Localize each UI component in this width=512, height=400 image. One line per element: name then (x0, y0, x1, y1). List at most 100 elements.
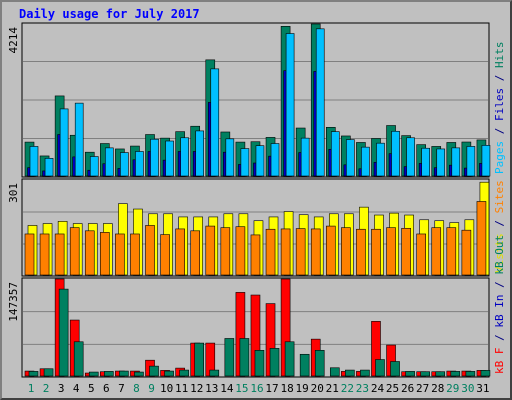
bar-sites-day-6 (100, 232, 110, 276)
x-tick-label: 24 (371, 382, 385, 395)
bar-kbout-day-29 (450, 371, 461, 377)
bar-sites-day-12 (190, 230, 201, 276)
panel-visits: 301 Visits / Sites (7, 178, 506, 277)
bar-sites-day-10 (160, 234, 170, 276)
bar-sites-day-13 (205, 225, 216, 276)
bar-kbout-day-20 (314, 350, 325, 377)
panel-hits-legend-item: Hits (493, 42, 506, 69)
bar-pages-day-4 (74, 102, 84, 177)
x-tick-label: 31 (476, 382, 489, 395)
panel-hits-legend-item: Pages (493, 141, 506, 174)
x-tick-label: 10 (160, 382, 173, 395)
x-tick-label: 13 (205, 382, 218, 395)
x-tick-label: 27 (416, 382, 429, 395)
panel-visits-max-label: 301 (7, 183, 20, 203)
bar-pages-day-18 (285, 33, 295, 177)
bar-pages-day-17 (270, 143, 280, 177)
bar-sites-day-18 (280, 228, 291, 276)
bar-pages-day-29 (451, 147, 461, 177)
bar-sites-day-16 (250, 234, 261, 276)
bar-pages-day-23 (361, 146, 370, 177)
bar-kbout-day-17 (269, 348, 280, 377)
bar-pages-day-11 (180, 137, 189, 177)
bar-sites-day-7 (115, 233, 125, 276)
panel-hits-max-label: 4214 (7, 27, 20, 54)
bar-sites-day-17 (265, 228, 276, 276)
bar-kbout-day-31 (480, 370, 491, 377)
bar-kbout-day-14 (224, 338, 235, 377)
x-tick-label: 5 (88, 382, 95, 395)
x-tick-label: 2 (43, 382, 50, 395)
bar-kbout-day-3 (58, 288, 69, 377)
bar-pages-day-13 (210, 68, 220, 177)
panel-kbytes-legend-item: / (493, 328, 506, 348)
bar-sites-day-21 (325, 225, 336, 276)
bar-kbout-day-25 (390, 361, 400, 377)
panel-hits: 4214 Pages / Files / Hits (7, 22, 506, 178)
bar-pages-day-3 (59, 108, 69, 177)
panel-hits-legend-item: Files (493, 88, 506, 121)
bar-kbout-day-28 (435, 371, 446, 377)
bar-sites-day-8 (130, 233, 140, 276)
bar-sites-day-1 (24, 233, 35, 276)
bar-kbout-day-4 (73, 341, 84, 377)
chart-title: Daily usage for July 2017 (19, 7, 200, 21)
panel-visits-legend: Visits / Sites (493, 180, 506, 273)
bar-pages-day-21 (330, 131, 340, 177)
bar-kbout-day-7 (119, 370, 129, 377)
x-tick-label: 15 (235, 382, 248, 395)
panel-kbytes-legend-item: kB Out (493, 235, 506, 275)
panel-hits-legend-item: / (493, 121, 506, 141)
bar-pages-day-6 (105, 147, 114, 177)
bar-sites-day-3 (54, 233, 65, 276)
bar-pages-day-14 (225, 138, 235, 177)
x-tick-label: 14 (220, 382, 234, 395)
bar-pages-day-9 (150, 138, 159, 177)
bar-kbout-day-27 (420, 371, 430, 377)
bar-kbout-day-18 (284, 341, 295, 377)
bar-sites-day-15 (235, 226, 246, 276)
x-tick-label: 20 (311, 382, 324, 395)
x-axis-day-labels: 1 2 3 4 5 6 7 8 9 10 11 12 13 14 15 16 17 18 19 20 21 22 23 24 2… (28, 382, 490, 395)
bar-kbout-day-12 (194, 342, 205, 377)
chart-panels: 4214 Pages / Files / Hits 301 Visits / Site… (7, 22, 506, 378)
bar-kbout-day-15 (239, 338, 250, 377)
panel-kbytes-legend-item: / (493, 275, 506, 295)
panel-hits-legend: Pages / Files / Hits (493, 42, 506, 175)
bar-kbout-day-19 (299, 353, 310, 377)
panel-kbytes-legend: kB F / kB In / kB Out (493, 235, 506, 374)
bar-pages-day-28 (436, 148, 446, 177)
x-tick-label: 17 (265, 382, 278, 395)
x-tick-label: 28 (431, 382, 444, 395)
bar-pages-day-10 (165, 140, 174, 177)
bar-sites-day-26 (401, 227, 411, 276)
bar-kbout-day-5 (88, 371, 99, 377)
bar-kbout-day-16 (254, 350, 265, 377)
bar-pages-day-26 (406, 137, 415, 177)
x-tick-label: 25 (386, 382, 399, 395)
bar-kbout-day-22 (345, 369, 355, 377)
bar-kbout-day-10 (164, 370, 174, 377)
x-tick-label: 11 (175, 382, 188, 395)
bar-sites-day-29 (446, 227, 457, 276)
panel-kbytes-legend-item: kB F (493, 348, 506, 375)
bar-kbout-day-30 (465, 371, 476, 377)
bar-sites-day-4 (69, 227, 80, 276)
bar-kbout-day-6 (104, 371, 114, 377)
bar-pages-day-24 (376, 142, 385, 177)
bar-sites-day-5 (84, 230, 95, 276)
bar-kbout-day-11 (179, 369, 189, 377)
x-tick-label: 6 (103, 382, 110, 395)
x-tick-label: 8 (133, 382, 140, 395)
bar-pages-day-1 (29, 146, 39, 177)
x-tick-label: 23 (356, 382, 369, 395)
bar-sites-day-28 (431, 227, 442, 276)
x-tick-label: 30 (461, 382, 474, 395)
bar-pages-day-19 (300, 137, 310, 177)
x-tick-label: 4 (73, 382, 80, 395)
x-tick-label: 12 (190, 382, 203, 395)
x-tick-label: 9 (148, 382, 155, 395)
x-tick-label: 7 (118, 382, 125, 395)
bar-kbout-day-13 (209, 369, 220, 377)
